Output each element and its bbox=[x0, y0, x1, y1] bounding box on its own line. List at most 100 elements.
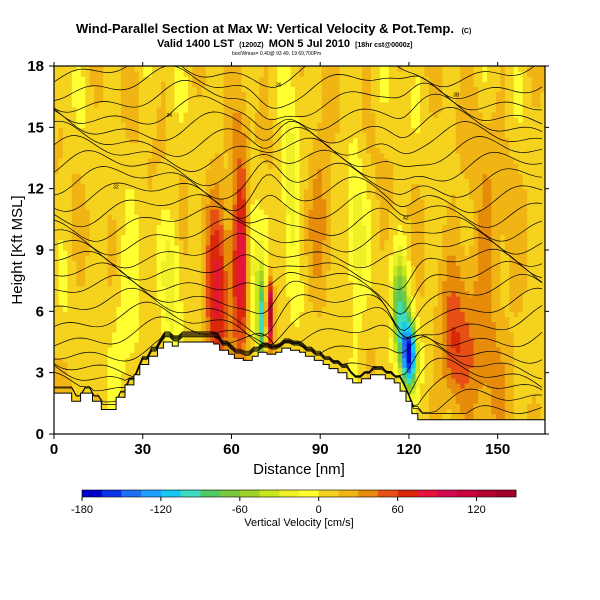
velocity-cell bbox=[107, 204, 113, 210]
velocity-cell bbox=[433, 347, 439, 353]
velocity-cell bbox=[326, 244, 332, 251]
velocity-cell bbox=[469, 326, 475, 333]
velocity-cell bbox=[326, 265, 332, 272]
velocity-cell bbox=[540, 244, 545, 251]
velocity-cell bbox=[393, 290, 399, 297]
velocity-cell bbox=[540, 290, 545, 297]
velocity-cell bbox=[210, 265, 216, 272]
velocity-cell bbox=[469, 290, 475, 297]
velocity-cell bbox=[67, 388, 73, 394]
velocity-cell bbox=[428, 234, 435, 241]
velocity-cell bbox=[223, 198, 229, 205]
velocity-cell bbox=[375, 316, 381, 323]
velocity-cell bbox=[335, 306, 341, 312]
velocity-cell bbox=[518, 275, 524, 282]
velocity-cell bbox=[241, 285, 247, 292]
velocity-cell bbox=[495, 265, 501, 272]
velocity-cell bbox=[98, 331, 104, 338]
velocity-cell bbox=[339, 255, 345, 261]
velocity-cell bbox=[348, 234, 354, 241]
velocity-cell bbox=[397, 347, 403, 353]
velocity-cell bbox=[299, 260, 305, 266]
velocity-cell bbox=[312, 250, 318, 256]
velocity-cell bbox=[98, 393, 104, 399]
velocity-cell bbox=[161, 280, 167, 287]
velocity-cell bbox=[286, 306, 292, 312]
velocity-cell bbox=[232, 285, 238, 292]
velocity-cell bbox=[402, 336, 408, 343]
velocity-cell bbox=[504, 244, 510, 251]
velocity-cell bbox=[420, 275, 426, 282]
velocity-cell bbox=[80, 280, 86, 287]
velocity-cell bbox=[228, 290, 234, 297]
velocity-cell bbox=[370, 255, 376, 261]
velocity-cell bbox=[509, 382, 515, 389]
velocity-cell bbox=[210, 214, 216, 220]
velocity-cell bbox=[290, 260, 296, 266]
velocity-cell bbox=[147, 224, 153, 231]
velocity-cell bbox=[353, 362, 359, 369]
velocity-cell bbox=[491, 296, 497, 302]
velocity-cell bbox=[424, 347, 430, 353]
velocity-cell bbox=[85, 382, 91, 389]
velocity-cell bbox=[272, 347, 278, 353]
velocity-cell bbox=[379, 362, 385, 369]
velocity-cell bbox=[321, 265, 327, 272]
velocity-cell bbox=[348, 357, 354, 364]
velocity-cell bbox=[442, 362, 448, 369]
velocity-cell bbox=[129, 260, 135, 266]
velocity-cell bbox=[112, 204, 118, 210]
velocity-cell bbox=[504, 265, 510, 272]
velocity-cell bbox=[161, 198, 167, 205]
velocity-cell bbox=[143, 260, 149, 266]
velocity-cell bbox=[420, 239, 426, 246]
velocity-cell bbox=[62, 275, 68, 282]
velocity-cell bbox=[330, 342, 336, 348]
velocity-cell bbox=[295, 234, 301, 241]
velocity-cell bbox=[486, 239, 493, 246]
velocity-cell bbox=[500, 234, 506, 241]
velocity-cell bbox=[183, 255, 189, 261]
velocity-cell bbox=[370, 219, 376, 226]
velocity-cell bbox=[393, 342, 399, 348]
velocity-cell bbox=[143, 347, 149, 353]
velocity-cell bbox=[464, 352, 470, 358]
velocity-cell bbox=[165, 255, 171, 261]
velocity-cell bbox=[120, 362, 127, 369]
velocity-cell bbox=[411, 296, 417, 302]
velocity-cell bbox=[219, 342, 225, 348]
velocity-cell bbox=[312, 311, 318, 318]
velocity-cell bbox=[460, 342, 466, 348]
velocity-cell bbox=[308, 224, 314, 231]
velocity-cell bbox=[62, 250, 68, 256]
velocity-cell bbox=[161, 321, 167, 328]
velocity-cell bbox=[531, 239, 537, 246]
velocity-cell bbox=[245, 306, 251, 312]
velocity-cell bbox=[486, 398, 493, 404]
velocity-cell bbox=[268, 224, 274, 231]
velocity-cell bbox=[424, 265, 430, 272]
velocity-cell bbox=[513, 393, 519, 399]
velocity-cell bbox=[428, 362, 435, 369]
velocity-cell bbox=[344, 255, 350, 261]
velocity-cell bbox=[89, 326, 95, 333]
velocity-cell bbox=[174, 250, 180, 256]
velocity-cell bbox=[433, 398, 439, 404]
velocity-cell bbox=[112, 296, 118, 302]
velocity-cell bbox=[446, 244, 452, 251]
velocity-cell bbox=[165, 234, 171, 241]
velocity-cell bbox=[420, 362, 426, 369]
velocity-cell bbox=[433, 219, 439, 226]
velocity-cell bbox=[366, 321, 372, 328]
velocity-cell bbox=[250, 301, 256, 307]
velocity-cell bbox=[321, 255, 327, 261]
velocity-cell bbox=[379, 280, 385, 287]
velocity-cell bbox=[415, 403, 421, 410]
velocity-cell bbox=[518, 352, 524, 358]
velocity-cell bbox=[71, 214, 77, 220]
velocity-cell bbox=[67, 362, 73, 369]
velocity-cell bbox=[201, 204, 207, 210]
velocity-cell bbox=[272, 270, 278, 277]
velocity-cell bbox=[531, 280, 537, 287]
velocity-cell bbox=[219, 306, 225, 312]
